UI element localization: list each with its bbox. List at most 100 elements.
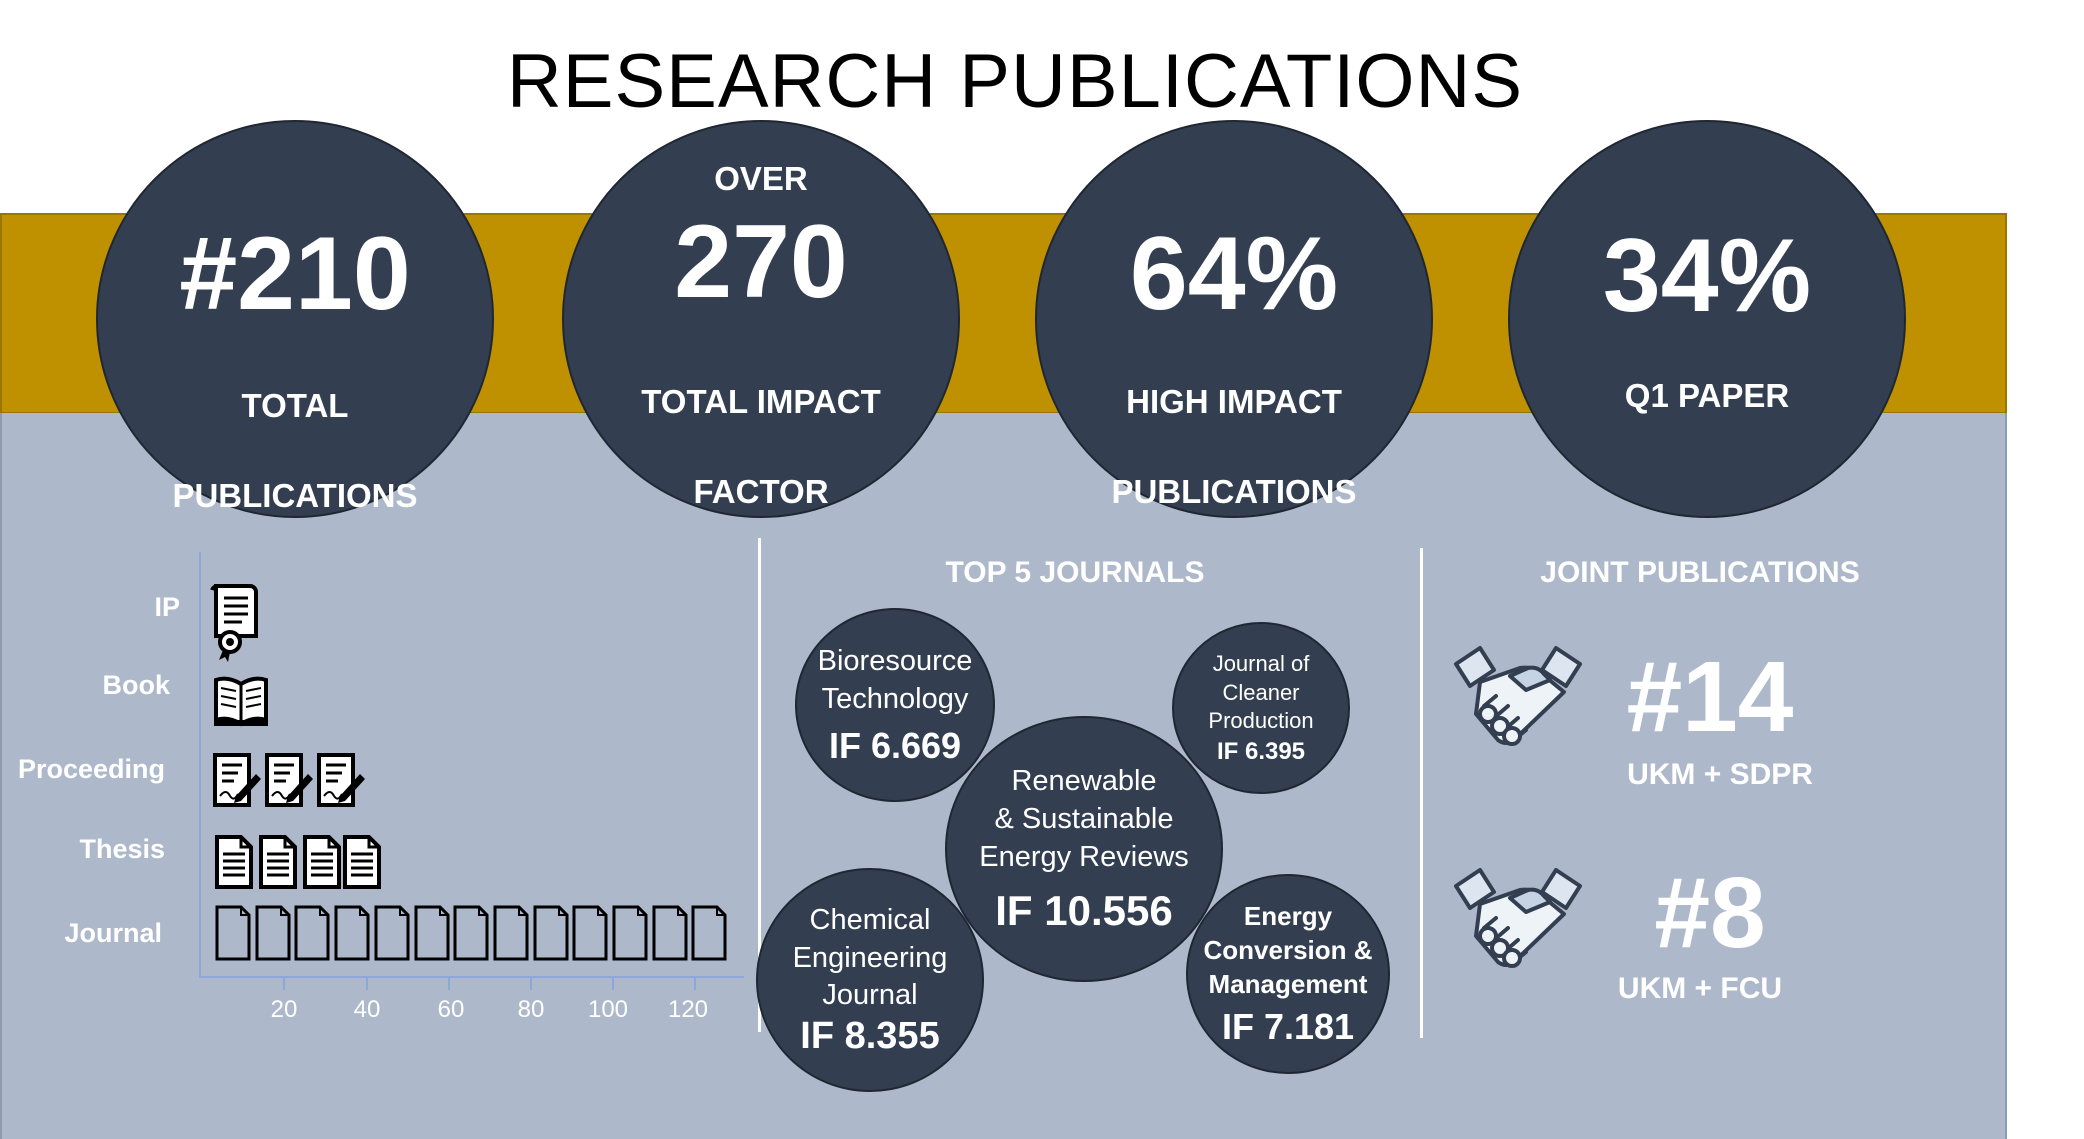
journal-name: Renewable & Sustainable Energy Reviews — [979, 763, 1189, 876]
page-title: RESEARCH PUBLICATIONS — [506, 39, 1524, 124]
stat-q1-paper: 34% Q1 PAPER — [1508, 120, 1906, 518]
journal-bubble-energy-conversion: Energy Conversion & Management IF 7.181 — [1186, 874, 1390, 1074]
book-icon — [214, 676, 268, 727]
journal-name-line: Management — [1208, 968, 1368, 999]
journal-impact-factor: IF 8.355 — [800, 1015, 940, 1058]
x-tick — [694, 976, 696, 990]
x-tick-label: 40 — [353, 996, 381, 1023]
journal-name-line: Technology — [821, 683, 969, 715]
stat-label: TOTAL IMPACT FACTOR — [564, 334, 958, 559]
section-divider — [758, 538, 761, 1032]
joint-count-ukm-fcu: #8 — [1654, 857, 1766, 969]
stat-value: 34% — [1602, 218, 1812, 334]
stat-label: TOTAL PUBLICATIONS — [98, 338, 492, 563]
document-blank-icon — [414, 905, 449, 961]
stat-label: Q1 PAPER — [1510, 328, 1904, 463]
document-text-icon — [259, 835, 297, 889]
joint-count-ukm-sdpr: #14 — [1626, 641, 1794, 753]
journal-name-line: Conversion & — [1203, 935, 1373, 966]
journal-impact-factor: IF 10.556 — [995, 886, 1173, 934]
document-blank-icon — [533, 905, 569, 961]
document-text-icon — [215, 835, 253, 889]
document-text-icon — [343, 835, 381, 889]
journal-name-line: Journal — [822, 979, 918, 1012]
stat-total-publications: #210 TOTAL PUBLICATIONS — [96, 120, 494, 518]
joint-label-ukm-sdpr: UKM + SDPR — [1627, 758, 1813, 791]
journal-name-line: Bioresource — [817, 645, 973, 678]
stat-label-line: PUBLICATIONS — [1111, 473, 1357, 510]
category-label-book: Book — [102, 670, 171, 700]
joint-label-ukm-fcu: UKM + FCU — [1617, 972, 1783, 1005]
journal-name: Energy Conversion & Management — [1203, 900, 1372, 1001]
handshake-icon — [1454, 868, 1582, 968]
x-tick-label: 100 — [587, 996, 629, 1023]
category-label-proceeding: Proceeding — [17, 754, 165, 784]
journal-name-line: Cleaner — [1222, 679, 1300, 705]
journal-name-line: Energy — [1243, 901, 1333, 932]
stat-label-line: TOTAL — [241, 387, 349, 424]
journal-name-line: Journal of — [1212, 651, 1310, 677]
document-signature-icon — [265, 753, 313, 807]
document-blank-icon — [374, 905, 410, 961]
x-tick — [612, 976, 614, 990]
stat-label-line: PUBLICATIONS — [172, 477, 418, 514]
document-blank-icon — [334, 905, 370, 961]
stat-high-impact: 64% HIGH IMPACT PUBLICATIONS — [1035, 120, 1433, 518]
document-blank-icon — [493, 905, 529, 961]
stat-label: HIGH IMPACT PUBLICATIONS — [1037, 334, 1431, 559]
document-blank-icon — [215, 905, 251, 961]
stat-prefix: OVER — [714, 160, 808, 197]
journal-name-line: Production — [1208, 708, 1314, 734]
stat-label-line: Q1 PAPER — [1624, 377, 1790, 414]
stat-value: #210 — [179, 216, 411, 332]
stat-label-line: FACTOR — [693, 473, 829, 510]
stat-total-impact-factor: OVER 270 TOTAL IMPACT FACTOR — [562, 120, 960, 518]
journal-bubble-renewable-sustainable: Renewable & Sustainable Energy Reviews I… — [945, 716, 1223, 982]
handshake-icon — [1454, 646, 1582, 746]
x-tick — [283, 976, 285, 990]
journal-name-line: Engineering — [792, 941, 948, 974]
category-label-thesis: Thesis — [79, 834, 165, 864]
journals-section-title: TOP 5 JOURNALS — [945, 556, 1205, 589]
journal-name-line: Chemical — [809, 903, 931, 936]
x-tick-label: 80 — [517, 996, 545, 1023]
joint-section-title: JOINT PUBLICATIONS — [1540, 556, 1860, 589]
journal-bubble-bioresource: Bioresource Technology IF 6.669 — [795, 608, 995, 802]
journal-impact-factor: IF 7.181 — [1221, 1005, 1355, 1047]
document-blank-icon — [612, 905, 648, 961]
document-blank-icon — [453, 905, 489, 961]
section-divider — [1420, 548, 1423, 1038]
document-signature-icon — [213, 753, 261, 807]
x-tick-label: 20 — [270, 996, 298, 1023]
document-blank-icon — [572, 905, 608, 961]
x-tick — [366, 976, 368, 990]
x-tick — [530, 976, 532, 990]
chart-y-axis — [199, 552, 201, 978]
journal-name-line: Renewable — [1011, 765, 1157, 798]
journal-impact-factor: IF 6.669 — [828, 724, 962, 766]
stat-label-line: HIGH IMPACT — [1126, 383, 1342, 420]
document-blank-icon — [294, 905, 330, 961]
journal-name: Journal of Cleaner Production — [1208, 650, 1313, 736]
x-tick-label: 60 — [437, 996, 465, 1023]
document-blank-icon — [255, 905, 291, 961]
category-label-ip: IP — [154, 592, 180, 622]
journal-name-line: Energy Reviews — [979, 840, 1189, 873]
document-blank-icon — [691, 905, 727, 961]
journal-name-line: & Sustainable — [994, 803, 1174, 836]
x-tick — [448, 976, 450, 990]
certificate-icon — [210, 584, 258, 662]
document-text-icon — [303, 835, 341, 889]
document-signature-icon — [317, 753, 365, 807]
journal-bubble-chemical-engineering: Chemical Engineering Journal IF 8.355 — [756, 868, 984, 1092]
journal-bubble-cleaner-production: Journal of Cleaner Production IF 6.395 — [1172, 622, 1350, 794]
document-blank-icon — [652, 905, 688, 961]
stat-value: 64% — [1129, 216, 1339, 332]
stat-label-line: TOTAL IMPACT — [641, 383, 881, 420]
x-tick-label: 120 — [667, 996, 709, 1023]
chart-x-axis — [199, 976, 744, 978]
journal-name: Chemical Engineering Journal — [793, 902, 948, 1015]
category-label-journal: Journal — [64, 918, 162, 948]
journal-impact-factor: IF 6.395 — [1216, 737, 1306, 765]
stat-value: 270 — [674, 204, 848, 320]
